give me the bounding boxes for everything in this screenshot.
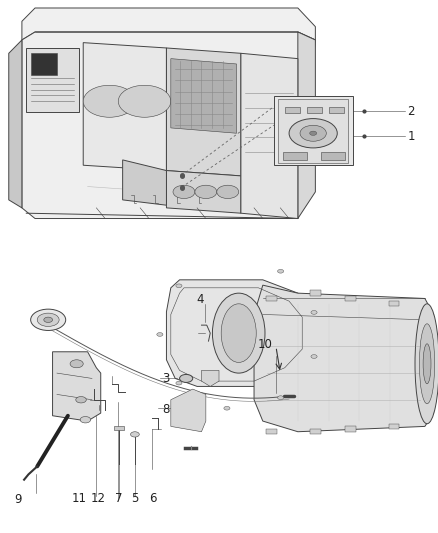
- Ellipse shape: [423, 344, 431, 384]
- Circle shape: [44, 317, 53, 322]
- Ellipse shape: [415, 304, 438, 424]
- Circle shape: [176, 284, 182, 288]
- Text: 8: 8: [162, 403, 170, 416]
- Circle shape: [195, 185, 217, 199]
- Bar: [310, 290, 321, 296]
- Polygon shape: [53, 352, 101, 421]
- Bar: [345, 296, 356, 301]
- Text: 12: 12: [91, 492, 106, 505]
- Circle shape: [173, 185, 195, 199]
- Circle shape: [80, 417, 91, 423]
- Text: 4: 4: [197, 293, 205, 306]
- Polygon shape: [171, 389, 206, 432]
- Polygon shape: [278, 99, 348, 163]
- Bar: [345, 426, 356, 432]
- Polygon shape: [166, 171, 241, 213]
- Bar: [266, 429, 277, 434]
- Bar: [328, 108, 344, 114]
- Text: 9: 9: [14, 493, 21, 506]
- Polygon shape: [166, 280, 315, 386]
- Text: 5: 5: [131, 492, 138, 505]
- Circle shape: [278, 396, 284, 400]
- Polygon shape: [241, 53, 298, 219]
- Bar: [307, 108, 322, 114]
- Text: 1: 1: [407, 130, 415, 143]
- Polygon shape: [9, 40, 22, 208]
- Circle shape: [83, 85, 136, 117]
- Ellipse shape: [212, 293, 265, 373]
- Circle shape: [278, 269, 284, 273]
- Polygon shape: [22, 32, 315, 219]
- Bar: [310, 429, 321, 434]
- Bar: [389, 301, 399, 306]
- Bar: [389, 424, 399, 429]
- Circle shape: [217, 185, 239, 199]
- Text: 7: 7: [115, 492, 123, 505]
- Bar: [285, 108, 300, 114]
- Polygon shape: [123, 160, 166, 205]
- Polygon shape: [171, 59, 237, 133]
- Polygon shape: [114, 426, 124, 431]
- Ellipse shape: [221, 304, 256, 362]
- Polygon shape: [83, 43, 166, 171]
- Text: 10: 10: [258, 337, 272, 351]
- Polygon shape: [26, 48, 79, 112]
- Circle shape: [300, 125, 326, 141]
- Circle shape: [31, 309, 66, 330]
- Polygon shape: [166, 48, 241, 176]
- Circle shape: [224, 406, 230, 410]
- Polygon shape: [254, 285, 434, 432]
- Text: 6: 6: [148, 492, 156, 505]
- Circle shape: [37, 313, 59, 326]
- Circle shape: [118, 85, 171, 117]
- Ellipse shape: [419, 324, 435, 404]
- Text: 11: 11: [71, 492, 86, 505]
- Polygon shape: [31, 53, 57, 75]
- Polygon shape: [22, 8, 315, 40]
- Circle shape: [289, 118, 337, 148]
- Circle shape: [176, 381, 182, 385]
- Bar: [266, 296, 277, 301]
- Circle shape: [157, 333, 163, 336]
- Circle shape: [70, 360, 83, 368]
- Circle shape: [310, 131, 317, 135]
- Text: 2: 2: [407, 104, 415, 118]
- Circle shape: [224, 259, 230, 263]
- Circle shape: [131, 432, 139, 437]
- Text: 3: 3: [162, 372, 170, 385]
- Polygon shape: [201, 370, 219, 386]
- Circle shape: [311, 311, 317, 314]
- Circle shape: [76, 397, 86, 403]
- Polygon shape: [274, 96, 353, 165]
- Circle shape: [180, 374, 193, 383]
- Circle shape: [311, 354, 317, 358]
- Bar: [283, 152, 307, 160]
- Bar: [321, 152, 345, 160]
- Circle shape: [172, 406, 179, 410]
- Polygon shape: [298, 32, 315, 219]
